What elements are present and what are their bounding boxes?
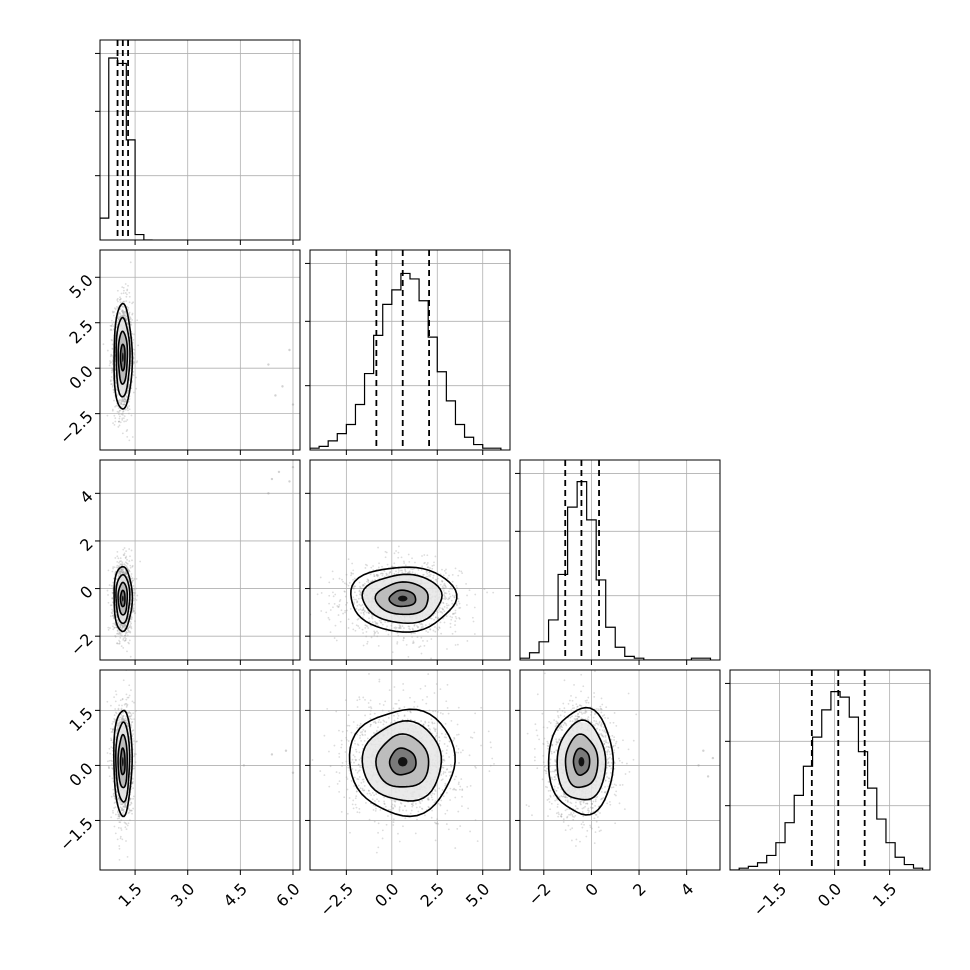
contour-line-1 [556, 719, 607, 801]
outlier-point [291, 771, 295, 774]
histogram-panel-2 [515, 459, 721, 665]
contour-line-2 [117, 581, 129, 616]
scatter-panel-3-2 [515, 669, 721, 875]
outlier-point [270, 477, 274, 481]
histogram-panel-0 [95, 39, 301, 245]
scatter-panel-3-1 [305, 669, 511, 875]
outlier-point [267, 363, 270, 366]
x-tick-label: −2.5 [316, 879, 357, 920]
histogram-step-0 [100, 57, 153, 240]
y-tick-label: −2.5 [56, 407, 97, 448]
panel-frame [309, 459, 511, 661]
contour-line-0 [348, 708, 456, 818]
contour-line-3 [388, 747, 417, 776]
x-tick-label: 4 [677, 879, 698, 900]
panel-frame [99, 669, 301, 871]
histogram-panel-1 [305, 249, 511, 455]
x-tick-label: 2 [629, 879, 650, 900]
histogram-step-2 [520, 481, 712, 660]
contour-line-2 [375, 733, 430, 788]
contour-line-1 [361, 719, 443, 802]
panel-frame [99, 249, 301, 451]
histogram-panel-3 [725, 669, 931, 875]
x-tick-label: −1.5 [749, 879, 790, 920]
x-tick-label: 1.5 [869, 879, 900, 910]
contour-line-2 [117, 330, 129, 385]
x-tick-label: 5.0 [462, 879, 493, 910]
contour-line-2 [374, 581, 429, 616]
y-tick-label: −1.5 [56, 814, 97, 855]
outlier-point [277, 470, 281, 474]
density-fill [121, 595, 124, 602]
y-tick-label: 2.5 [65, 316, 96, 347]
outlier-point [270, 753, 274, 756]
scatter-panel-2-0 [95, 459, 301, 665]
contour-line-2 [117, 733, 128, 789]
contour-line-1 [115, 573, 131, 625]
scatter-panel-3-0 [95, 669, 301, 875]
y-tick-label: 1.5 [65, 704, 96, 735]
outlier-point [702, 749, 705, 752]
y-tick-label: 0 [76, 582, 97, 603]
outlier-point [288, 480, 291, 483]
density-fill [121, 756, 124, 767]
contour-line-3 [388, 589, 417, 608]
histogram-step-3 [730, 691, 924, 870]
outlier-point [288, 348, 291, 352]
panel-frame [519, 459, 721, 661]
contour-line-0 [113, 302, 134, 410]
scatter-panel-1-0 [95, 249, 301, 455]
panel-frame [729, 669, 931, 871]
x-tick-label: 0.0 [371, 879, 402, 910]
outlier-point [291, 403, 295, 406]
density-fill [397, 595, 408, 602]
outlier-point [706, 775, 710, 778]
x-tick-label: 4.5 [220, 879, 251, 910]
contour-line-0 [113, 709, 133, 818]
outlier-point [281, 385, 284, 388]
outlier-point [697, 764, 700, 767]
contour-line-3 [119, 343, 126, 372]
scatter-panel-2-1 [305, 459, 511, 665]
x-tick-label: −2 [524, 879, 554, 909]
contour-line-1 [361, 573, 443, 625]
panel-frame [309, 669, 511, 871]
histogram-step-1 [310, 272, 502, 450]
y-tick-label: −2 [67, 630, 97, 660]
y-tick-label: 0.0 [65, 759, 96, 790]
contour-line-3 [119, 747, 126, 776]
panel-frame [309, 249, 511, 451]
x-tick-label: 2.5 [417, 879, 448, 910]
outlier-point [242, 764, 246, 767]
y-tick-label: 4 [76, 487, 97, 508]
panel-frame [99, 39, 301, 241]
panel-frame [99, 459, 301, 661]
panel-frame [519, 669, 721, 871]
outlier-point [291, 465, 295, 469]
y-tick-label: 2 [76, 534, 97, 555]
outlier-point [711, 756, 715, 760]
outlier-point [274, 394, 277, 397]
x-tick-label: 1.5 [114, 879, 145, 910]
contour-line-0 [547, 706, 615, 816]
density-fill [578, 756, 585, 767]
y-tick-label: 5.0 [65, 271, 96, 302]
density-fill [121, 352, 124, 363]
contour-line-1 [114, 721, 131, 803]
outlier-point [267, 492, 270, 495]
contour-line-0 [113, 565, 134, 633]
contour-line-3 [119, 589, 126, 608]
x-tick-label: 3.0 [167, 879, 198, 910]
contour-line-1 [115, 316, 131, 398]
x-tick-label: 0.0 [814, 879, 845, 910]
density-fill [397, 756, 408, 767]
contour-line-3 [572, 747, 591, 777]
x-tick-label: 6.0 [272, 879, 303, 910]
x-tick-label: 0 [582, 879, 603, 900]
outlier-point [284, 749, 288, 752]
y-tick-label: 0.0 [65, 362, 96, 393]
contour-line-2 [564, 733, 599, 789]
contour-line-0 [350, 566, 458, 633]
